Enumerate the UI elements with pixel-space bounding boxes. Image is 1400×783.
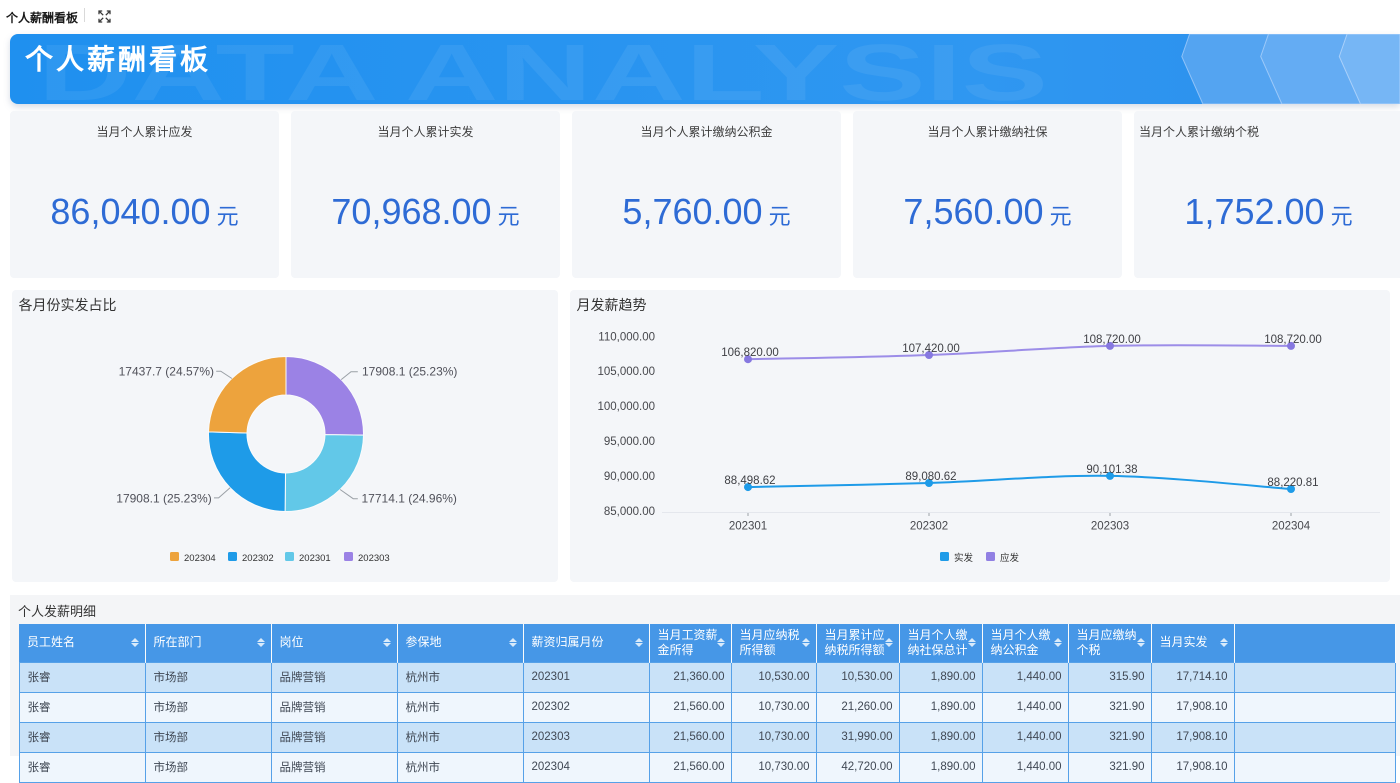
svg-text:105,000.00: 105,000.00 [597, 366, 655, 378]
svg-text:202304: 202304 [1272, 521, 1311, 533]
svg-text:202303: 202303 [358, 553, 390, 564]
svg-text:202302: 202302 [242, 553, 274, 564]
svg-text:应发: 应发 [1000, 552, 1020, 564]
svg-text:17908.1 (25.23%): 17908.1 (25.23%) [362, 365, 457, 379]
svg-text:17437.7 (24.57%): 17437.7 (24.57%) [119, 365, 214, 379]
svg-text:90,000.00: 90,000.00 [604, 471, 655, 483]
svg-text:108,720.00: 108,720.00 [1264, 334, 1322, 346]
svg-text:95,000.00: 95,000.00 [604, 436, 655, 448]
svg-text:88,498.62: 88,498.62 [724, 475, 775, 487]
svg-text:DATA ANALYSIS: DATA ANALYSIS [38, 34, 1048, 104]
svg-text:202301: 202301 [299, 553, 331, 564]
svg-text:实发: 实发 [954, 552, 974, 564]
svg-text:110,000.00: 110,000.00 [598, 331, 655, 343]
svg-text:108,720.00: 108,720.00 [1083, 334, 1141, 346]
svg-text:202304: 202304 [184, 553, 216, 564]
svg-text:89,080.62: 89,080.62 [905, 471, 956, 483]
svg-text:17714.1 (24.96%): 17714.1 (24.96%) [362, 491, 457, 505]
svg-text:17908.1 (25.23%): 17908.1 (25.23%) [116, 491, 211, 505]
svg-text:107,420.00: 107,420.00 [902, 343, 960, 355]
svg-text:85,000.00: 85,000.00 [604, 506, 655, 518]
svg-text:100,000.00: 100,000.00 [597, 401, 655, 413]
svg-text:90,101.38: 90,101.38 [1086, 464, 1137, 476]
svg-text:106,820.00: 106,820.00 [721, 347, 779, 359]
svg-text:88,220.81: 88,220.81 [1267, 477, 1318, 489]
svg-text:202301: 202301 [729, 521, 767, 533]
svg-text:202302: 202302 [910, 521, 948, 533]
svg-text:202303: 202303 [1091, 521, 1129, 533]
